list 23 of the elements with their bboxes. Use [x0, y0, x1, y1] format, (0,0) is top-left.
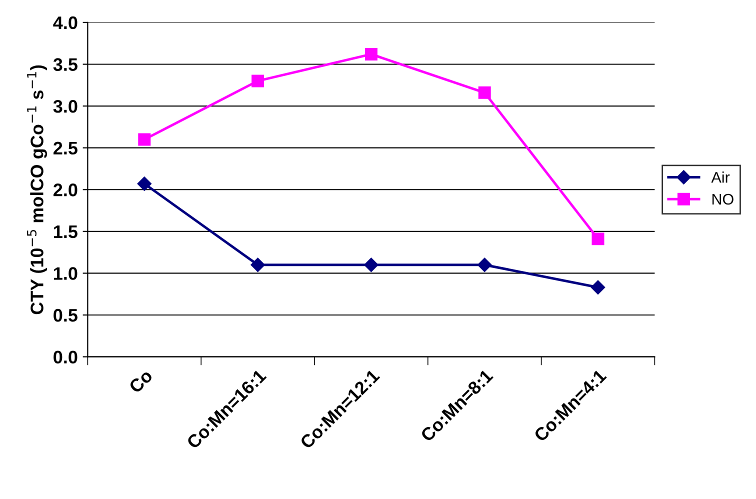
- point: [252, 74, 264, 88]
- point: [137, 176, 152, 191]
- point: [478, 86, 491, 99]
- legend-label: Air: [711, 172, 730, 183]
- point: [364, 48, 378, 60]
- point: [478, 258, 492, 272]
- y-tick-label: 4.0: [53, 16, 78, 30]
- y-tick-label: 2.5: [54, 142, 78, 155]
- y-tick-label: 3.5: [53, 58, 78, 71]
- y-tick-label: 1.5: [54, 226, 78, 238]
- y-tick-label: 0.0: [54, 350, 78, 364]
- y-tick-label: 3.0: [53, 100, 78, 113]
- y-axis-title: CTY (10$^{−5}$ molCO gCo$^{−1}$ s$^{−1}$): [27, 65, 48, 314]
- legend-label: NO: [712, 194, 734, 205]
- y-tick-label: 0.5: [54, 308, 78, 322]
- point: [250, 258, 265, 272]
- point: [592, 232, 604, 246]
- x-tick-label: Co: [128, 368, 154, 394]
- y-tick-label: 2.0: [54, 184, 78, 196]
- point: [364, 258, 378, 272]
- point: [138, 133, 151, 146]
- point: [590, 280, 606, 294]
- y-tick-label: 1.0: [54, 267, 78, 280]
